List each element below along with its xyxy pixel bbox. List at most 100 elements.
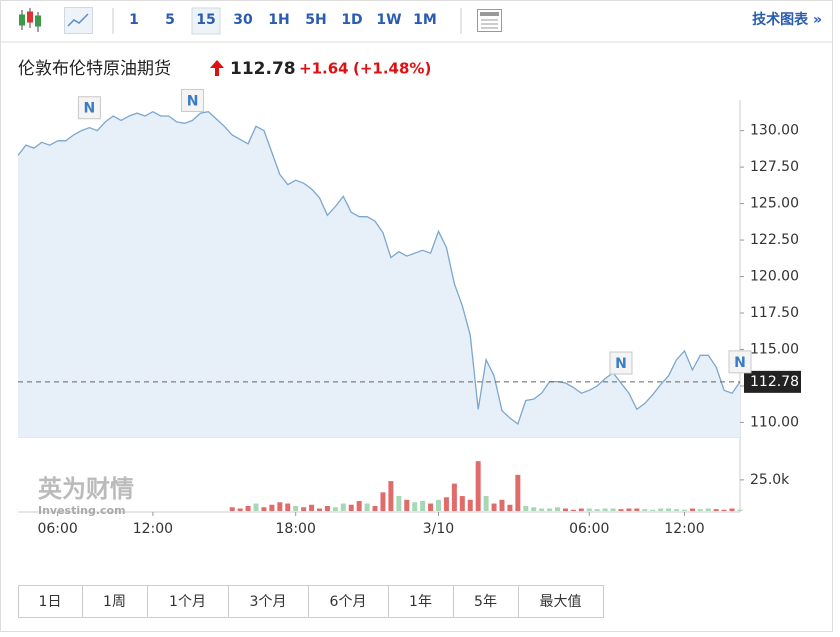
y-tick-label: 127.50 [750, 159, 799, 175]
interval-button[interactable]: 30 [233, 12, 253, 28]
volume-bar [626, 508, 632, 511]
volume-bar [515, 474, 521, 511]
interval-button[interactable]: 1D [341, 12, 362, 28]
volume-bar [562, 508, 568, 511]
volume-bar [396, 496, 402, 511]
interval-button[interactable]: 15 [196, 12, 215, 28]
range-button[interactable] [147, 585, 229, 618]
range-button-label[interactable]: 1年 [409, 594, 432, 610]
volume-bar [642, 509, 648, 511]
candlestick-icon[interactable] [19, 8, 41, 32]
volume-bar [269, 504, 275, 511]
volume-bar [436, 499, 442, 511]
line-icon[interactable] [64, 7, 93, 34]
volume-bar [618, 509, 624, 511]
volume-bar [491, 503, 497, 511]
volume-bar [237, 508, 243, 511]
x-tick-label: 12:00 [664, 521, 704, 537]
table-icon[interactable] [477, 9, 502, 32]
interval-button[interactable]: 1 [129, 12, 139, 28]
news-marker[interactable] [728, 350, 752, 374]
y-tick-label: 122.50 [750, 232, 799, 248]
y-tick-label: 120.00 [750, 269, 799, 285]
x-tick-label: 06:00 [37, 521, 77, 537]
interval-button[interactable]: 5 [165, 12, 175, 28]
volume-bar [705, 508, 711, 511]
interval-button[interactable]: 5H [305, 12, 326, 28]
volume-bar [697, 509, 703, 511]
volume-bar [428, 503, 434, 511]
range-button[interactable] [453, 585, 519, 618]
selected-interval [191, 7, 221, 35]
volume-bar [681, 509, 687, 511]
volume-bar [277, 502, 283, 511]
news-marker[interactable] [609, 351, 633, 375]
range-button-label[interactable]: 1日 [39, 594, 62, 610]
last-price-label: 112.78 [750, 374, 799, 390]
range-button-label[interactable]: 1周 [103, 594, 126, 610]
volume-bar [404, 499, 410, 511]
price-area [18, 111, 740, 437]
volume-bar [737, 509, 743, 511]
news-marker-label[interactable]: N [734, 355, 746, 371]
range-button-label[interactable]: 5年 [474, 594, 497, 610]
interval-button[interactable]: 1M [413, 12, 437, 28]
news-marker-label[interactable]: N [84, 101, 96, 117]
volume-bar [420, 501, 426, 511]
x-tick-label: 12:00 [133, 521, 173, 537]
volume-bar [689, 508, 695, 511]
volume-bar [309, 504, 315, 511]
volume-bar [356, 501, 362, 511]
volume-bar [713, 509, 719, 511]
range-button[interactable] [18, 585, 83, 618]
volume-bar [245, 506, 251, 511]
volume-bar [316, 508, 322, 511]
price-change-percent: (+1.48%) [353, 60, 431, 78]
volume-bar [586, 508, 592, 511]
volume-bar [451, 483, 457, 511]
news-marker-label[interactable]: N [187, 93, 199, 109]
volume-bar [729, 508, 735, 511]
range-button-label[interactable]: 3个月 [250, 594, 287, 610]
range-button[interactable] [308, 585, 389, 618]
volume-bar [499, 499, 505, 511]
range-button-label[interactable]: 6个月 [330, 594, 367, 610]
range-button[interactable] [82, 585, 148, 618]
volume-bar [348, 504, 354, 511]
watermark: 英为财情 [38, 475, 134, 503]
interval-button[interactable]: 1H [268, 12, 289, 28]
interval-button[interactable]: 1W [376, 12, 401, 28]
chart-link[interactable]: 技术图表 » [752, 11, 822, 28]
volume-bar [547, 508, 553, 511]
volume-bar [443, 497, 449, 511]
volume-bar [674, 509, 680, 511]
range-button[interactable] [518, 585, 604, 618]
volume-bar [523, 506, 529, 511]
x-tick-label: 3/10 [423, 521, 454, 537]
volume-bar [324, 506, 330, 511]
volume-bar [594, 509, 600, 511]
volume-bar [459, 496, 465, 511]
price-change: +1.64 [299, 60, 349, 78]
volume-bar [412, 502, 418, 511]
last-price: 112.78 [230, 59, 296, 79]
volume-bar [570, 509, 576, 511]
y-tick-label: 125.00 [750, 196, 799, 212]
range-button[interactable] [228, 585, 309, 618]
volume-bar [658, 508, 664, 511]
volume-bar [285, 503, 291, 511]
volume-bar [531, 507, 537, 511]
range-button-label[interactable]: 最大值 [540, 594, 582, 610]
x-tick-label: 18:00 [276, 521, 316, 537]
news-marker[interactable] [77, 96, 101, 120]
news-marker-label[interactable]: N [615, 356, 627, 372]
volume-bar [261, 507, 267, 511]
volume-bar [253, 503, 259, 511]
volume-bar [666, 508, 672, 511]
volume-bar [650, 509, 656, 511]
news-marker[interactable] [181, 88, 205, 112]
volume-bar [380, 492, 386, 511]
up-arrow [210, 60, 224, 76]
range-button-label[interactable]: 1个月 [169, 594, 206, 610]
